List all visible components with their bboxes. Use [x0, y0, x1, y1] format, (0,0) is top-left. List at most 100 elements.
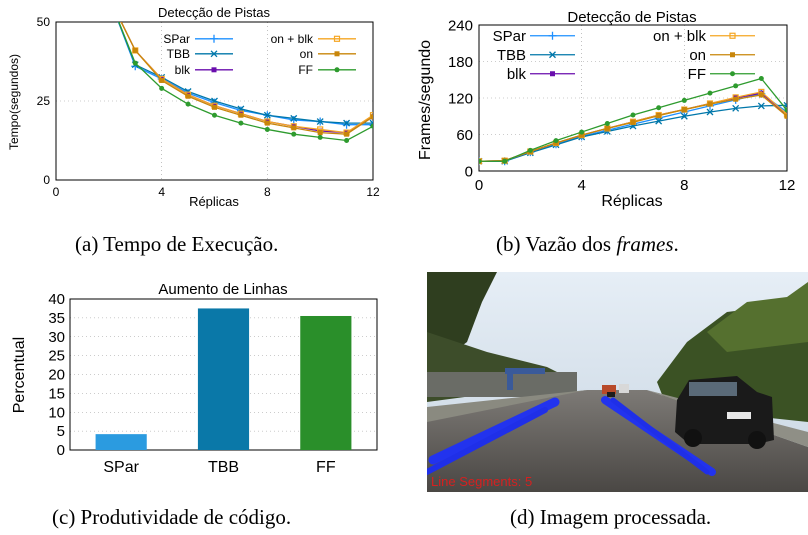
a-legend-label-TBB: TBB [167, 47, 190, 61]
b-ytick-label: 120 [448, 90, 473, 107]
chart-c-ylabel: Percentual [11, 337, 28, 414]
a-point-FF [291, 131, 297, 137]
a-point-on [132, 47, 138, 53]
b-point-on [604, 125, 610, 131]
a-point-on [344, 131, 350, 137]
b-point-FF [707, 90, 713, 96]
a-point-TBB [290, 114, 298, 122]
lane-line-left-2 [424, 407, 548, 475]
a-point-FF [159, 85, 165, 91]
chart-c-title: Aumento de Linhas [158, 281, 287, 298]
a-legend-label-on: on [300, 47, 313, 61]
b-xtick-label: 0 [475, 177, 483, 194]
a-point-SPar [289, 115, 298, 124]
b-point-FF [656, 105, 662, 111]
b-point-on [784, 113, 787, 119]
b-legend-label-SPar: SPar [493, 28, 526, 45]
b-point-on [579, 132, 585, 138]
a-series-on [120, 22, 373, 137]
c-ytick-label: 0 [57, 442, 65, 459]
b-point-TBB [757, 102, 765, 110]
b-ytick-label: 0 [465, 163, 473, 180]
b-point-FF [479, 158, 482, 164]
chart-a-title: Detecção de Pistas [158, 5, 271, 20]
b-point-FF [784, 107, 787, 113]
caption-c: (c) Produtividade de código. [52, 505, 292, 529]
c-xtick-label-SPar: SPar [103, 459, 139, 476]
b-point-TBB [680, 112, 688, 120]
c-xtick-label-TBB: TBB [208, 459, 239, 476]
a-legend-label-on_blk: on + blk [271, 32, 314, 46]
a-xtick-label: 12 [366, 185, 380, 199]
a-point-on [212, 104, 217, 110]
b-point-on [681, 107, 687, 113]
b-point-FF [553, 138, 559, 144]
b-point-FF [758, 76, 764, 82]
a-point-on [238, 112, 244, 118]
b-xtick-label: 8 [680, 177, 688, 194]
b-legend-marker-FF [730, 71, 735, 77]
a-point-FF [370, 123, 373, 129]
lane-line-left-1 [428, 397, 560, 465]
b-point-on [707, 101, 713, 107]
a-legend-marker-blk [211, 67, 217, 73]
lane-detection-image: Line Segments: 5 [424, 272, 808, 492]
b-legend-marker-on [730, 52, 735, 58]
a-point-on [317, 130, 323, 136]
a-legend-label-FF: FF [298, 63, 313, 77]
a-ytick-label: 25 [37, 94, 51, 108]
a-ytick-label: 50 [37, 15, 51, 29]
caption-a: (a) Tempo de Execução. [75, 232, 279, 256]
a-ytick-label: 0 [43, 173, 50, 187]
b-legend-marker-on_blk [729, 32, 736, 39]
a-point-FF [264, 126, 270, 132]
c-bar-TBB [197, 308, 250, 450]
a-point-TBB [263, 111, 271, 119]
b-point-FF [681, 97, 687, 103]
a-point-on [291, 125, 297, 131]
a-xtick-label: 8 [264, 185, 271, 199]
chart-a-xlabel: Réplicas [189, 194, 239, 209]
c-ytick-label: 40 [48, 291, 65, 308]
c-bar-FF [300, 315, 352, 450]
b-series-FF [479, 76, 787, 164]
a-point-SPar [369, 120, 373, 129]
b-point-on [733, 96, 739, 102]
b-legend-marker-SPar [548, 31, 557, 40]
c-ytick-label: 15 [48, 385, 65, 402]
a-legend-marker-SPar [210, 34, 218, 43]
a-legend-marker-FF [334, 67, 340, 73]
line-segments-label: Line Segments: 5 [431, 474, 532, 489]
chart-a-ylabel: Tempo(segundos) [7, 54, 21, 150]
a-point-FF [344, 138, 350, 143]
b-point-FF [502, 158, 508, 164]
a-point-on [185, 93, 191, 99]
b-point-TBB [655, 117, 663, 125]
a-point-on [370, 114, 373, 120]
chart-b-ylabel: Frames/segundo [417, 40, 434, 160]
a-point-TBB [316, 118, 324, 125]
b-legend-label-on_blk: on + blk [653, 28, 706, 45]
a-legend-label-blk: blk [175, 63, 191, 77]
b-legend-label-blk: blk [507, 66, 527, 83]
chart-b-xlabel: Réplicas [601, 193, 662, 210]
c-ytick-label: 35 [48, 310, 65, 327]
b-xtick-label: 12 [779, 177, 796, 194]
b-point-on [630, 119, 636, 125]
a-point-on [159, 77, 165, 83]
chart-b-vazao-frames: Detecção de Pistas Frames/segundo Réplic… [417, 9, 796, 210]
a-point-SPar [342, 120, 351, 129]
b-point-on [758, 92, 764, 98]
a-legend-marker-TBB [210, 50, 218, 58]
a-xtick-label: 4 [158, 185, 165, 199]
a-point-FF [212, 112, 217, 118]
b-ytick-label: 180 [448, 54, 473, 71]
a-point-on [264, 120, 270, 126]
a-legend-label-SPar: SPar [163, 32, 190, 46]
c-ytick-label: 25 [48, 348, 65, 365]
b-ytick-label: 60 [456, 127, 473, 144]
b-point-FF [733, 83, 739, 89]
b-point-FF [630, 112, 636, 118]
a-series-FF [118, 22, 373, 143]
